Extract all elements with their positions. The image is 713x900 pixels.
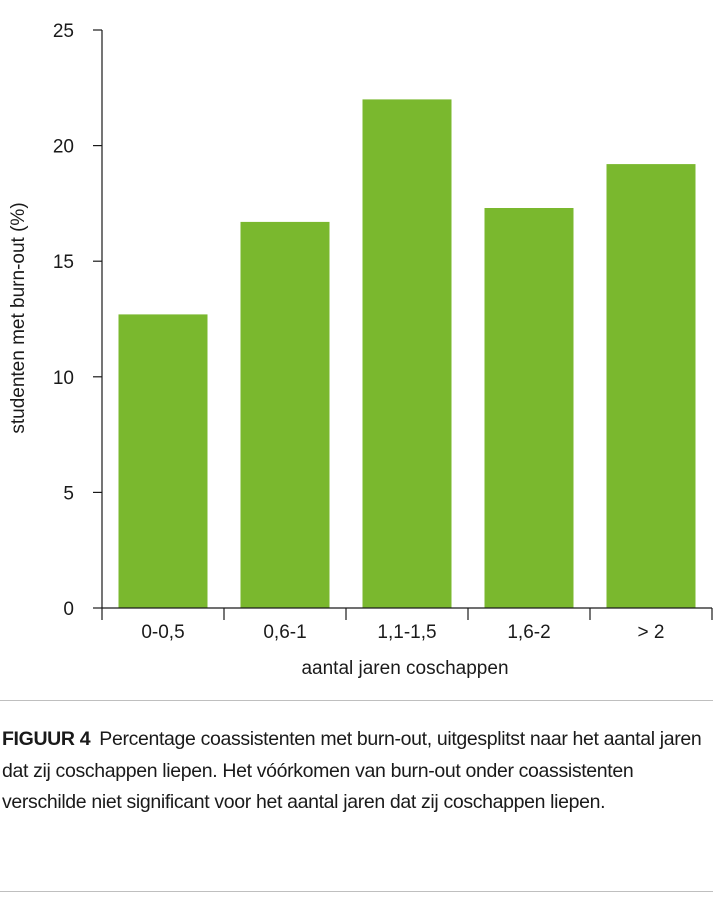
x-tick-label: 1,1-1,5 (377, 622, 436, 643)
bar-1 (118, 314, 208, 608)
x-axis-title: aantal jaren coschappen (301, 658, 508, 679)
y-axis-title: studenten met burn-out (%) (8, 202, 29, 433)
y-tick-label: 20 (53, 137, 74, 158)
x-tick-label: > 2 (638, 622, 665, 643)
caption-text: Percentage coassistenten met burn-out, u… (2, 728, 702, 813)
x-tick-label: 0-0,5 (141, 622, 184, 643)
figure-caption: FIGUUR 4 Percentage coassistenten met bu… (2, 724, 708, 819)
y-tick-label: 5 (63, 483, 74, 504)
y-axis-ticks: 0 5 10 15 20 25 (53, 21, 102, 620)
y-tick-label: 10 (53, 368, 74, 389)
caption-bottom-divider (0, 891, 713, 892)
bar-3 (362, 99, 452, 609)
x-tick-label: 0,6-1 (263, 622, 306, 643)
caption-label: FIGUUR 4 (2, 728, 91, 750)
y-tick-label: 15 (53, 252, 74, 273)
x-axis-ticks: 0-0,5 0,6-1 1,1-1,5 1,6-2 > 2 (101, 608, 713, 643)
y-tick-label: 0 (63, 599, 74, 620)
y-tick-label: 25 (53, 21, 74, 42)
bar-chart: 0 5 10 15 20 25 0-0,5 0,6-1 1,1-1,5 1,6-2 > 2 aan… (8, 21, 713, 679)
caption-top-divider (0, 700, 713, 701)
x-tick-label: 1,6-2 (507, 622, 550, 643)
bars (118, 99, 696, 609)
bar-5 (606, 164, 696, 608)
bar-2 (240, 221, 330, 608)
bar-4 (484, 208, 574, 608)
